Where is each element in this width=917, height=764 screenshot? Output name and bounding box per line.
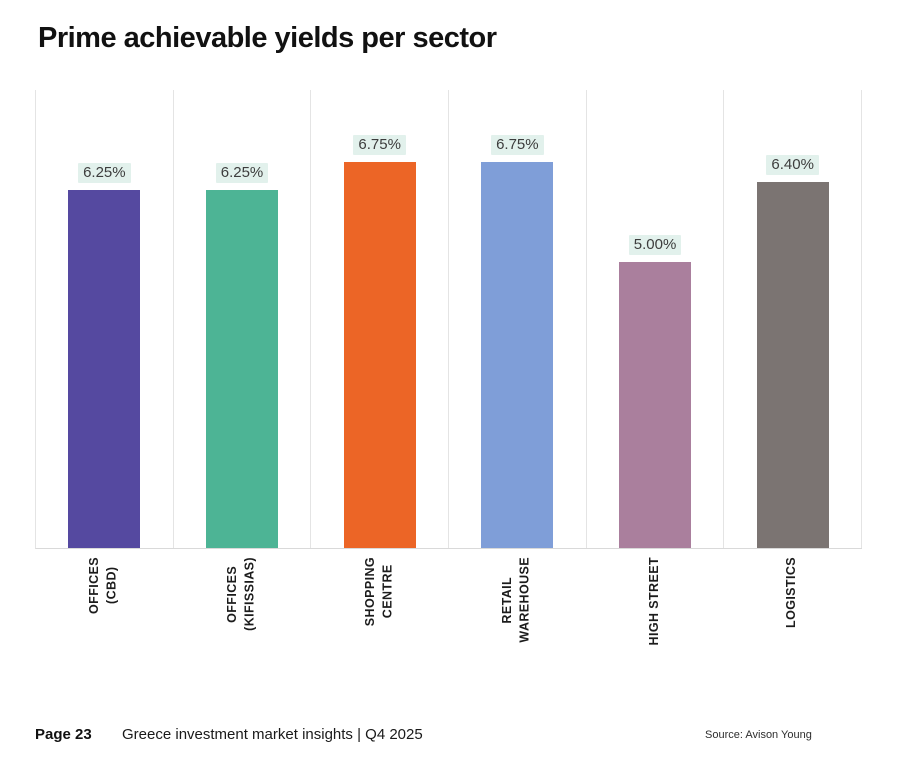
page-footer: Page 23 Greece investment market insight… (0, 726, 917, 756)
x-axis-label-text: OFFICES (KIFISSIAS) (225, 557, 257, 631)
bar-value-label: 6.25% (215, 163, 269, 183)
bar-value-label: 6.25% (78, 163, 131, 183)
x-axis-label-offices-cbd: OFFICES (CBD) (35, 549, 173, 719)
bar-shopping-centre (343, 162, 416, 548)
x-axis-label-text: HIGH STREET (646, 557, 661, 646)
chart-column-offices-kifissias: 6.25% (174, 90, 312, 548)
x-axis-label-high-street: HIGH STREET (586, 549, 724, 719)
x-axis-label-retail-warehouse: RETAIL WAREHOUSE (448, 549, 586, 719)
page-number: Page 23 (35, 726, 92, 743)
chart-column-high-street: 5.00% (587, 90, 725, 548)
document-title: Greece investment market insights | Q4 2… (122, 726, 423, 743)
x-axis-label-text: RETAIL WAREHOUSE (500, 557, 532, 643)
x-axis-label-text: SHOPPING CENTRE (362, 557, 395, 627)
source-credit: Source: Avison Young (705, 729, 812, 741)
chart-column-retail-warehouse: 6.75% (449, 90, 587, 548)
bar-offices-kifissias (206, 190, 278, 548)
x-axis-label-shopping-centre: SHOPPING CENTRE (310, 549, 448, 719)
x-axis-label-logistics: LOGISTICS (723, 549, 861, 719)
bar-retail-warehouse (481, 162, 554, 548)
x-axis-label-text: LOGISTICS (784, 557, 799, 628)
bar-value-label: 6.40% (766, 155, 819, 175)
page-title: Prime achievable yields per sector (38, 22, 497, 54)
x-axis-label-offices-kifissias: OFFICES (KIFISSIAS) (173, 549, 311, 719)
bar-high-street (619, 262, 692, 548)
bar-offices-cbd (68, 190, 141, 548)
bar-value-label: 6.75% (491, 135, 544, 155)
bar-logistics (756, 182, 829, 548)
bar-value-label: 6.75% (353, 135, 406, 155)
bar-value-label: 5.00% (628, 235, 682, 255)
chart-column-offices-cbd: 6.25% (36, 90, 174, 548)
chart-column-logistics: 6.40% (724, 90, 863, 548)
chart-column-shopping-centre: 6.75% (311, 90, 450, 548)
x-axis-labels: OFFICES (CBD) OFFICES (KIFISSIAS) SHOPPI… (35, 549, 861, 719)
x-axis-label-text: OFFICES (CBD) (87, 557, 119, 614)
plot-area: 6.25% 6.25% 6.75% 6.75% 5.00% 6.40% (35, 90, 863, 549)
